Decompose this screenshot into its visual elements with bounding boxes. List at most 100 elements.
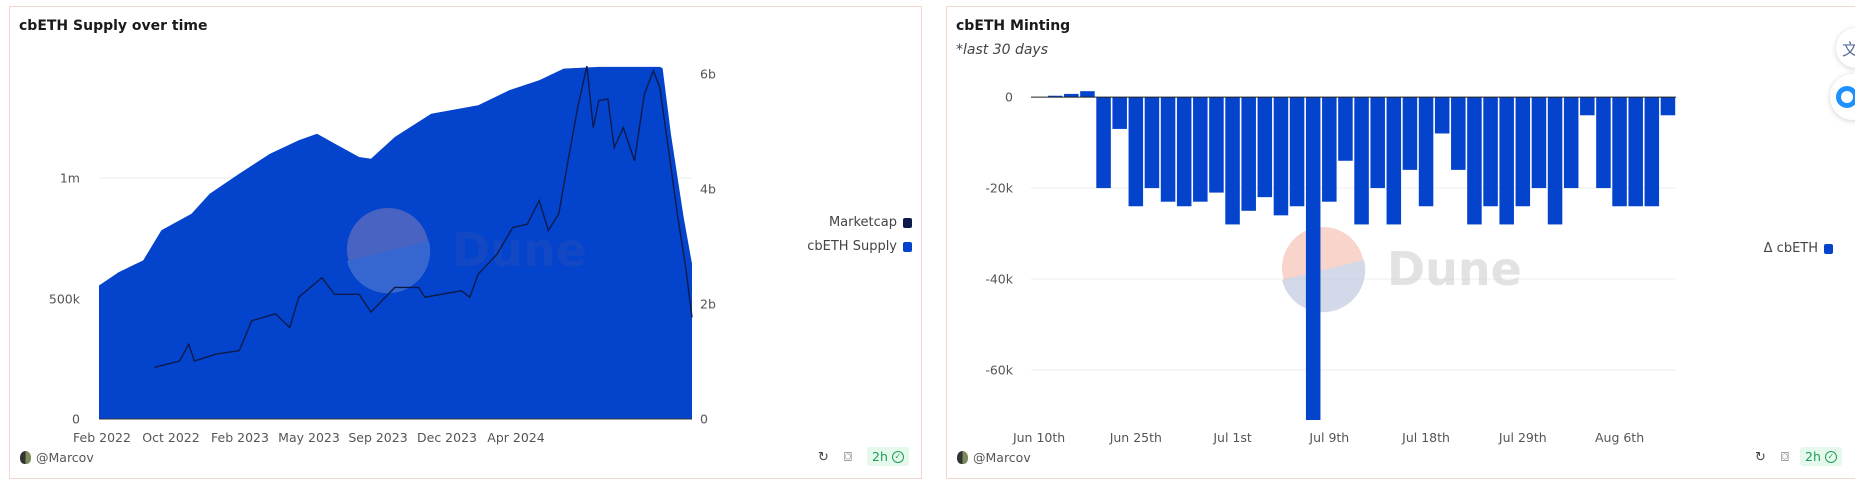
bar — [1644, 97, 1660, 207]
x-tick-label: Apr 2024 — [487, 430, 545, 445]
bar — [1596, 97, 1611, 189]
avatar — [20, 451, 31, 464]
x-tick-label: Feb 2023 — [211, 430, 269, 445]
legend-cbeth-supply[interactable]: cbETH Supply — [807, 239, 912, 254]
bar — [1418, 97, 1434, 207]
legend-marketcap[interactable]: Marketcap — [829, 215, 912, 230]
author[interactable]: @Marcov — [957, 450, 1031, 465]
watermark-text: Dune — [1387, 242, 1522, 296]
legend-swatch — [903, 217, 912, 228]
bar — [1338, 97, 1353, 161]
bar — [1289, 97, 1305, 207]
bar — [1531, 97, 1547, 189]
freshness-badge: 2h ✓ — [1800, 447, 1842, 466]
bar — [1660, 97, 1676, 116]
bar — [1241, 97, 1256, 211]
bar — [1176, 97, 1192, 207]
legend-label: Marketcap — [828, 215, 897, 230]
y-tick-label: -20k — [985, 180, 1013, 196]
x-tick-label: Jun 10th — [1012, 430, 1066, 445]
bar — [1451, 97, 1466, 170]
bar — [1128, 97, 1144, 207]
author[interactable]: @Marcov — [20, 450, 94, 465]
freshness-text: 2h — [1805, 449, 1821, 464]
chart-title[interactable]: cbETH Supply over time — [19, 18, 208, 34]
y-left-tick-label: 1m — [59, 170, 80, 186]
bar — [1209, 97, 1224, 193]
y-right-tick-label: 2b — [700, 296, 716, 312]
bar — [1322, 97, 1337, 202]
y-tick-label: -40k — [985, 271, 1013, 287]
bar — [1612, 97, 1627, 207]
camera-icon[interactable]: ⌼ — [844, 450, 852, 465]
x-tick-label: Feb 2022 — [73, 430, 131, 445]
watermark-logo-half — [347, 241, 431, 294]
bar — [1386, 97, 1402, 225]
y-right-tick-label: 0 — [700, 411, 708, 427]
bar — [1160, 97, 1176, 202]
bar — [1273, 97, 1289, 216]
camera-icon[interactable]: ⌼ — [1781, 450, 1789, 465]
bar — [1628, 97, 1643, 207]
bar — [1305, 97, 1321, 421]
supply-chart-plot: Dune — [99, 65, 693, 420]
y-tick-label: -60k — [985, 362, 1013, 378]
bar — [1096, 97, 1111, 189]
legend-delta-cbeth[interactable]: Δ cbETH — [1707, 241, 1833, 256]
legend-swatch — [1824, 243, 1833, 254]
bar — [1402, 97, 1418, 170]
x-tick-label: Sep 2023 — [348, 430, 408, 445]
supply-chart-card: Dune cbETH Supply over time 0 500k 1m 0 2b 4b… — [9, 6, 922, 479]
bar — [1483, 97, 1498, 207]
check-circle-icon: ✓ — [891, 450, 904, 463]
legend-label: Δ cbETH — [1763, 241, 1818, 256]
y-left-tick-label: 0 — [72, 411, 80, 427]
bar — [1467, 97, 1482, 225]
bar — [1193, 97, 1208, 202]
y-left-tick-label: 500k — [48, 291, 80, 306]
x-tick-label: Jul 29th — [1498, 430, 1547, 445]
freshness-badge: 2h ✓ — [867, 447, 909, 466]
freshness-text: 2h — [872, 449, 888, 464]
bar — [1112, 97, 1127, 129]
y-tick-label: 0 — [1005, 89, 1013, 105]
bar — [1064, 93, 1079, 98]
x-tick-label: Dec 2023 — [417, 430, 477, 445]
translate-button[interactable]: 文 — [1836, 28, 1855, 68]
bar — [1354, 97, 1369, 225]
x-tick-label: Jun 25th — [1109, 430, 1162, 445]
bar — [1580, 97, 1595, 116]
chart-title[interactable]: cbETH Minting — [956, 18, 1071, 34]
x-tick-label: Jul 1st — [1213, 430, 1252, 445]
bar — [1257, 97, 1273, 198]
bar — [1547, 97, 1563, 225]
bar — [1499, 97, 1514, 225]
y-right-tick-label: 6b — [700, 66, 716, 82]
watermark-text: Dune — [452, 223, 587, 277]
bar — [1515, 97, 1531, 207]
bar — [1080, 91, 1095, 98]
dune-watermark: Dune — [347, 208, 587, 294]
minting-chart-plot: Dune — [1031, 91, 1676, 421]
legend-label: cbETH Supply — [807, 239, 897, 254]
translate-icon: 文 — [1842, 40, 1855, 59]
bar — [1563, 97, 1579, 189]
check-circle-icon: ✓ — [1824, 450, 1837, 463]
legend-swatch — [903, 241, 912, 252]
x-tick-label: Oct 2022 — [142, 430, 200, 445]
bar — [1047, 95, 1063, 98]
rotate-icon[interactable]: ↻ — [818, 450, 829, 465]
x-tick-label: Jul 18th — [1402, 430, 1450, 445]
minting-chart-card: Dune cbETH Minting *last 30 days 0 -20k -4… — [946, 6, 1855, 479]
y-right-tick-label: 4b — [700, 181, 716, 197]
rotate-icon[interactable]: ↻ — [1755, 450, 1766, 465]
x-tick-label: Aug 6th — [1594, 430, 1645, 445]
watermark-logo — [347, 208, 429, 290]
watermark-logo-half — [1282, 260, 1366, 313]
dune-watermark: Dune — [1282, 227, 1522, 313]
bar — [1434, 97, 1450, 134]
x-tick-label: May 2023 — [278, 430, 340, 445]
chart-subtitle: *last 30 days — [956, 42, 1049, 58]
bar — [1225, 97, 1240, 225]
assistant-icon — [1836, 86, 1855, 108]
